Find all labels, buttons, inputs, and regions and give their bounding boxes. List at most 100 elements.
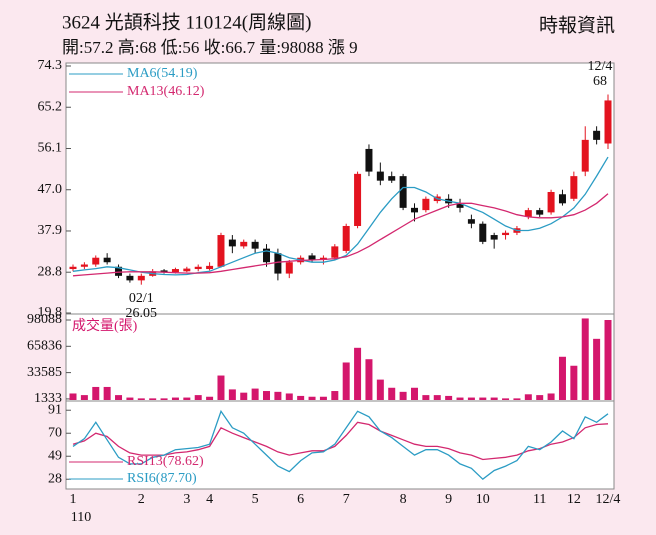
x-year-label: 110 — [71, 510, 91, 525]
candle-body — [490, 235, 498, 240]
candle-body — [194, 266, 202, 270]
candle-body — [251, 241, 259, 249]
volume-bar — [80, 395, 88, 400]
chart-title: 3624 光頡科技 110124(周線圖) — [62, 11, 311, 33]
volume-bar — [103, 386, 111, 400]
candle-body — [171, 269, 179, 273]
candle-body — [160, 270, 168, 273]
volume-bar — [467, 397, 475, 400]
candle-body — [274, 253, 282, 274]
volume-bar — [342, 362, 350, 400]
y-tick-label: 98088 — [27, 312, 62, 327]
x-tick-label: 7 — [343, 492, 350, 507]
volume-bar — [547, 393, 555, 400]
y-tick-label: 65836 — [27, 339, 62, 354]
volume-bar — [331, 391, 339, 400]
candle-body — [604, 100, 612, 144]
annotation-date: 02/1 — [129, 291, 154, 306]
volume-bar — [160, 398, 168, 400]
legend-label: RSI6(87.70) — [127, 471, 197, 486]
y-tick-label: 56.1 — [38, 141, 63, 156]
chart-subtitle: 開:57.2 高:68 低:56 收:66.7 量:98088 漲 9 — [62, 38, 358, 57]
candle-body — [547, 191, 555, 213]
y-tick-label: 33585 — [27, 365, 62, 380]
candle-body — [524, 210, 532, 217]
x-tick-label: 2 — [138, 492, 145, 507]
candle-body — [422, 198, 430, 211]
volume-bar — [126, 397, 134, 400]
candle-body — [536, 210, 544, 215]
candle-body — [92, 257, 100, 265]
candle-body — [456, 203, 464, 208]
candle-body — [593, 130, 601, 140]
volume-bar — [593, 338, 601, 400]
annotation-date: 12/4 — [588, 59, 613, 74]
legend-label: MA6(54.19) — [127, 66, 198, 81]
y-tick-label: 49 — [48, 448, 62, 463]
volume-title: 成交量(張) — [72, 317, 138, 334]
candle-body — [126, 275, 134, 281]
volume-bar — [228, 389, 236, 400]
x-tick-label: 9 — [445, 492, 452, 507]
candle-body — [263, 248, 271, 263]
volume-bar — [410, 387, 418, 400]
volume-bar — [433, 395, 441, 400]
volume-bar — [206, 396, 214, 400]
ma-line — [72, 193, 609, 277]
volume-bar — [365, 359, 373, 400]
x-tick-label: 4 — [206, 492, 213, 507]
candle-body — [285, 262, 293, 274]
volume-bar — [524, 394, 532, 400]
candle-body — [137, 275, 145, 281]
candle-body — [502, 232, 510, 236]
volume-bar — [536, 395, 544, 400]
volume-bar — [263, 391, 271, 400]
candle-body — [479, 223, 487, 242]
volume-bar — [445, 395, 453, 400]
volume-bar — [308, 396, 316, 400]
candle-body — [354, 173, 362, 226]
y-tick-label: 1333 — [34, 391, 62, 406]
volume-bar — [376, 379, 384, 400]
volume-bar — [183, 397, 191, 400]
legend-label: MA13(46.12) — [127, 84, 205, 99]
x-tick-label: 1 — [70, 492, 77, 507]
price-panel — [65, 62, 615, 315]
y-tick-label: 37.9 — [38, 223, 63, 238]
volume-bar — [581, 318, 589, 400]
volume-bar — [319, 396, 327, 400]
volume-bar — [479, 397, 487, 400]
y-tick-label: 28.8 — [38, 264, 63, 279]
volume-bar — [422, 395, 430, 400]
volume-bar — [137, 398, 145, 400]
volume-bar — [388, 387, 396, 400]
y-tick-label: 65.2 — [38, 99, 63, 114]
volume-bar — [171, 397, 179, 400]
candle-body — [103, 257, 111, 263]
candle-body — [581, 139, 589, 172]
volume-panel — [65, 313, 615, 402]
volume-bar — [194, 395, 202, 400]
volume-bar — [115, 395, 123, 400]
x-tick-label: 6 — [297, 492, 304, 507]
y-tick-label: 28 — [48, 471, 62, 486]
volume-bar — [513, 398, 521, 400]
x-tick-label: 12 — [567, 492, 581, 507]
volume-bar — [490, 397, 498, 400]
y-tick-label: 70 — [48, 425, 62, 440]
volume-bar — [502, 398, 510, 400]
candle-body — [228, 239, 236, 247]
volume-bar — [354, 347, 362, 400]
volume-bar — [251, 388, 259, 400]
volume-bar — [274, 391, 282, 400]
volume-bar — [604, 320, 612, 400]
volume-bar — [456, 397, 464, 400]
x-tick-label: 5 — [252, 492, 259, 507]
volume-bar — [285, 393, 293, 400]
x-tick-label: 3 — [183, 492, 190, 507]
candle-body — [308, 255, 316, 260]
source: 時報資訊 — [539, 14, 615, 36]
legend-label: RSI13(78.62) — [127, 454, 204, 469]
candle-body — [206, 265, 214, 270]
